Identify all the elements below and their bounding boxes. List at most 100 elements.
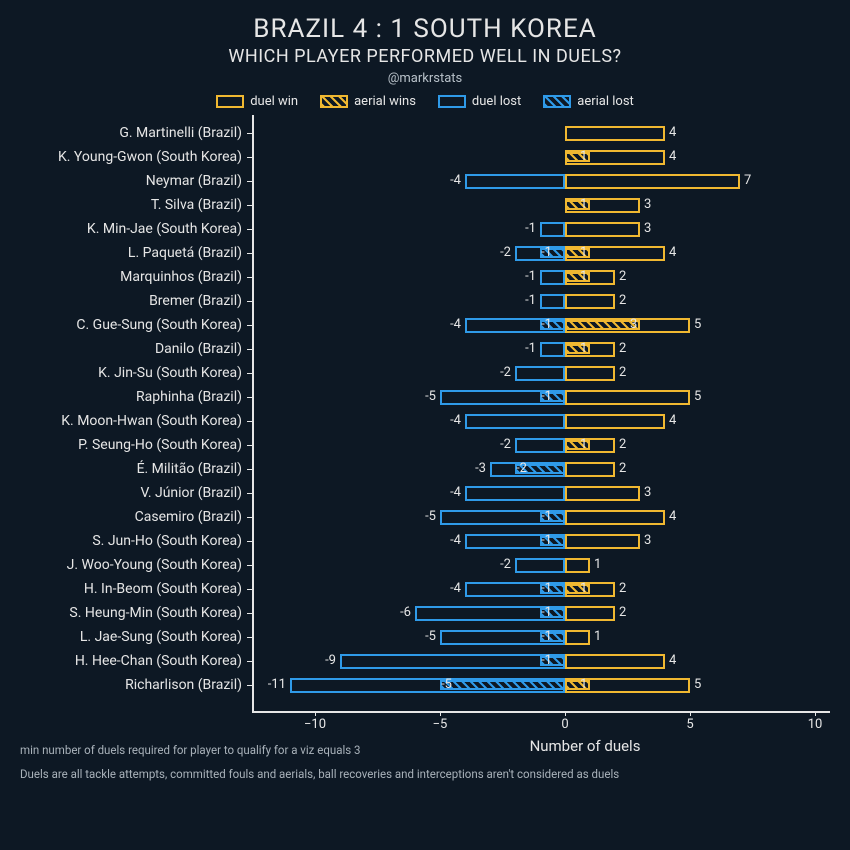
value-duel-win: 4 [669, 649, 676, 673]
bar-duel-win [565, 462, 615, 477]
bar-duel-win [565, 174, 740, 189]
player-row: S. Heung-Min (South Korea)2-6-1 [20, 601, 830, 625]
value-duel-lost: -2 [500, 433, 511, 457]
player-row: T. Silva (Brazil) 3 1 [20, 193, 830, 217]
player-name: C. Gue-Sung (South Korea) [20, 313, 242, 337]
value-duel-win: 3 [644, 193, 651, 217]
value-duel-lost: -2 [500, 553, 511, 577]
x-tick: 5 [686, 717, 693, 732]
player-row: C. Gue-Sung (South Korea)53-4-1 [20, 313, 830, 337]
bar-aerial-lost [440, 680, 565, 690]
value-duel-win: 2 [619, 457, 626, 481]
player-row: H. Hee-Chan (South Korea)4-9-1 [20, 649, 830, 673]
value-duel-lost: -4 [450, 577, 461, 601]
value-duel-lost: -3 [475, 457, 486, 481]
player-row: H. In-Beom (South Korea)21-4-1 [20, 577, 830, 601]
player-row: K. Moon-Hwan (South Korea)4-4 [20, 409, 830, 433]
value-aerial-win: 1 [580, 433, 587, 457]
value-aerial-win: 3 [630, 313, 637, 337]
player-name: Bremer (Brazil) [20, 289, 242, 313]
value-duel-win: 3 [644, 217, 651, 241]
legend-aerial-lost: aerial lost [543, 94, 634, 109]
bar-duel-win [565, 294, 615, 309]
legend-duel-lost: duel lost [438, 94, 521, 109]
value-duel-win: 1 [594, 625, 601, 649]
value-aerial-lost: -1 [541, 313, 552, 337]
player-row: J. Woo-Young (South Korea)1-2 [20, 553, 830, 577]
bar-duel-win [565, 534, 640, 549]
player-row: V. Júnior (Brazil)3-4 [20, 481, 830, 505]
player-name: S. Jun-Ho (South Korea) [20, 529, 242, 553]
value-duel-win: 4 [669, 145, 676, 169]
value-aerial-win: 1 [580, 337, 587, 361]
player-row: Marquinhos (Brazil)21-1 [20, 265, 830, 289]
player-name: K. Moon-Hwan (South Korea) [20, 409, 242, 433]
bar-duel-win [565, 510, 665, 525]
value-aerial-win: 1 [580, 241, 587, 265]
player-row: Raphinha (Brazil) 5 -5 -1 [20, 385, 830, 409]
value-aerial-lost: -1 [541, 529, 552, 553]
value-duel-win: 2 [619, 361, 626, 385]
value-duel-win: 4 [669, 241, 676, 265]
player-name: É. Militão (Brazil) [20, 457, 242, 481]
value-duel-lost: -9 [325, 649, 336, 673]
player-name: H. In-Beom (South Korea) [20, 577, 242, 601]
player-name: S. Heung-Min (South Korea) [20, 601, 242, 625]
value-duel-lost: -11 [268, 673, 286, 697]
value-aerial-win: 1 [580, 265, 587, 289]
bar-duel-lost [465, 414, 565, 429]
value-aerial-lost: -1 [541, 601, 552, 625]
bar-duel-win [565, 486, 640, 501]
chart-credit: @markrstats [20, 71, 830, 86]
player-name: G. Martinelli (Brazil) [20, 121, 242, 145]
value-duel-win: 5 [694, 385, 701, 409]
value-duel-win: 2 [619, 577, 626, 601]
player-name: H. Hee-Chan (South Korea) [20, 649, 242, 673]
plot-area: −10−50510Number of duelsG. Martinelli (B… [20, 115, 830, 735]
bar-duel-lost [540, 270, 565, 285]
x-axis-line [252, 711, 830, 713]
x-tick: 10 [808, 717, 823, 732]
bar-duel-lost [540, 342, 565, 357]
player-row: P. Seung-Ho (South Korea)21-2 [20, 433, 830, 457]
player-row: Bremer (Brazil)2-1 [20, 289, 830, 313]
player-name: Raphinha (Brazil) [20, 385, 242, 409]
legend: duel win aerial wins duel lost aerial lo… [20, 94, 830, 109]
value-duel-lost: -5 [425, 385, 436, 409]
value-duel-lost: -1 [525, 217, 536, 241]
legend-duel-win: duel win [216, 94, 298, 109]
player-name: K. Min-Jae (South Korea) [20, 217, 242, 241]
bar-duel-lost [540, 222, 565, 237]
legend-label: duel win [250, 94, 298, 109]
value-aerial-win: 1 [580, 673, 587, 697]
chart-title: BRAZIL 4 : 1 SOUTH KOREA [20, 14, 830, 44]
player-row: K. Young-Gwon (South Korea)41 [20, 145, 830, 169]
value-aerial-lost: -5 [441, 673, 452, 697]
value-aerial-lost: -1 [541, 385, 552, 409]
bar-duel-lost [515, 438, 565, 453]
player-name: K. Jin-Su (South Korea) [20, 361, 242, 385]
player-row: É. Militão (Brazil) 2 -3 -2 [20, 457, 830, 481]
value-aerial-win: 1 [580, 193, 587, 217]
chart-subtitle: WHICH PLAYER PERFORMED WELL IN DUELS? [20, 46, 830, 67]
player-row: K. Jin-Su (South Korea)2-2 [20, 361, 830, 385]
player-row: S. Jun-Ho (South Korea)3-4-1 [20, 529, 830, 553]
value-duel-win: 2 [619, 601, 626, 625]
value-aerial-lost: -2 [516, 457, 527, 481]
value-duel-lost: -4 [450, 481, 461, 505]
bar-aerial-win [565, 320, 640, 330]
bar-duel-win [565, 366, 615, 381]
player-name: J. Woo-Young (South Korea) [20, 553, 242, 577]
value-duel-win: 3 [644, 481, 651, 505]
x-axis-label: Number of duels [485, 737, 685, 755]
value-aerial-lost: -1 [541, 241, 552, 265]
player-name: T. Silva (Brazil) [20, 193, 242, 217]
swatch-aerial-wins [320, 95, 348, 108]
bar-duel-lost [540, 294, 565, 309]
bar-duel-lost [465, 486, 565, 501]
value-duel-win: 2 [619, 337, 626, 361]
value-aerial-lost: -1 [541, 625, 552, 649]
value-duel-lost: -5 [425, 625, 436, 649]
value-duel-lost: -5 [425, 505, 436, 529]
value-aerial-lost: -1 [541, 505, 552, 529]
